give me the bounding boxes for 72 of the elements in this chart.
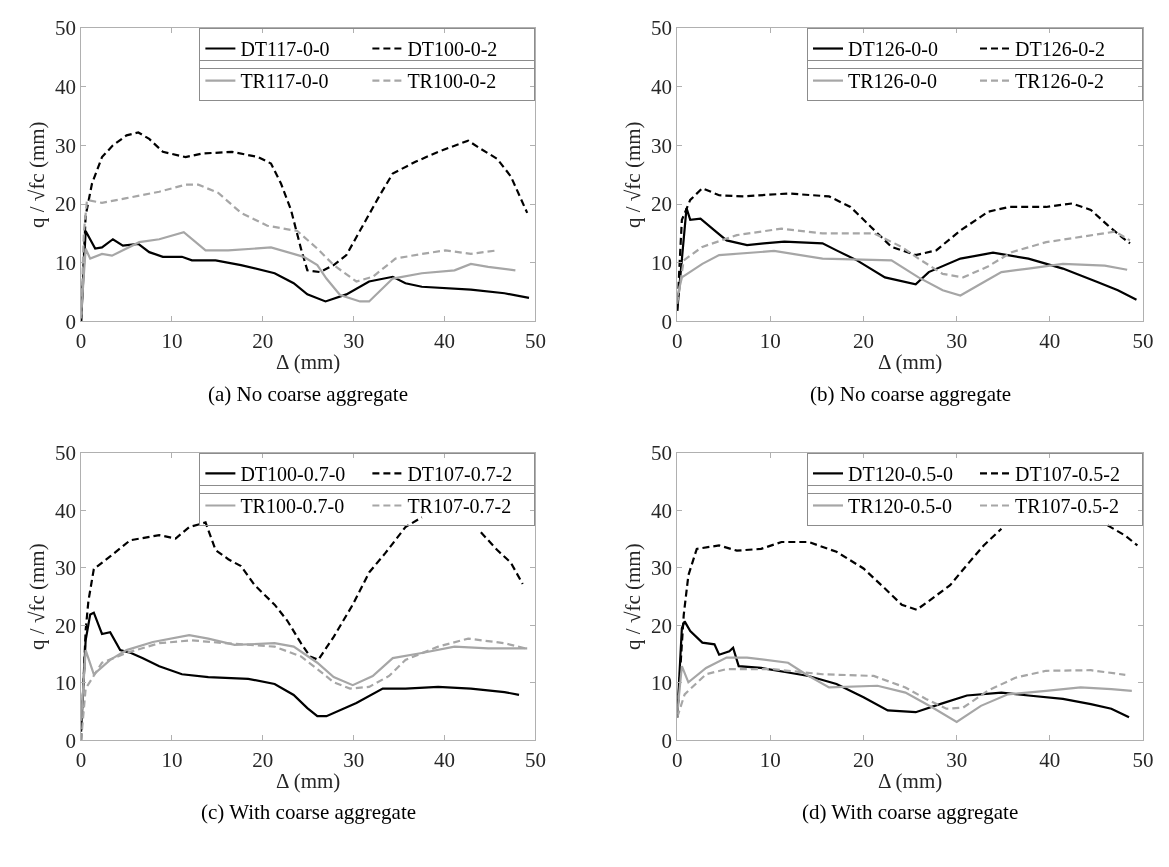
y-tick-label: 10 bbox=[54, 671, 76, 696]
x-tick-label: 50 bbox=[1132, 747, 1154, 772]
legend-label: DT107-0.5-2 bbox=[1015, 463, 1120, 486]
y-tick-label: 10 bbox=[651, 671, 672, 696]
y-tick-label: 30 bbox=[54, 133, 76, 158]
x-tick-label: 20 bbox=[252, 747, 274, 772]
x-tick-label: 40 bbox=[1039, 747, 1061, 772]
x-tick-label: 30 bbox=[946, 747, 968, 772]
text: (b) No coarse aggregate bbox=[810, 382, 1012, 406]
x-axis-title: Δ (mm) bbox=[276, 349, 341, 374]
y-tick-label: 0 bbox=[661, 309, 672, 334]
x-tick-label: 50 bbox=[1132, 328, 1154, 353]
legend-label: DT100-0-2 bbox=[407, 38, 498, 61]
text: (d) With coarse aggregate bbox=[802, 800, 1019, 824]
y-tick-label: 40 bbox=[54, 75, 76, 100]
y-tick-label: 0 bbox=[65, 728, 76, 753]
x-tick-label: 50 bbox=[524, 328, 546, 353]
legend-label: TR100-0-2 bbox=[407, 70, 497, 93]
x-tick-label: 10 bbox=[759, 747, 781, 772]
x-tick-label: 10 bbox=[161, 328, 183, 353]
legend-label: DT126-0-0 bbox=[848, 38, 938, 61]
y-axis-title: q / √fc (mm) bbox=[621, 121, 646, 228]
x-tick-label: 30 bbox=[343, 747, 365, 772]
y-tick-label: 40 bbox=[651, 498, 672, 523]
x-tick-label: 20 bbox=[853, 328, 875, 353]
x-tick-label: 30 bbox=[343, 328, 365, 353]
x-tick-label: 40 bbox=[1039, 328, 1061, 353]
y-tick-label: 20 bbox=[54, 192, 76, 217]
x-tick-label: 20 bbox=[252, 328, 274, 353]
y-tick-label: 30 bbox=[651, 556, 672, 581]
y-tick-label: 0 bbox=[661, 728, 672, 753]
y-axis-title: q / √fc (mm) bbox=[621, 543, 646, 650]
y-tick-label: 20 bbox=[651, 613, 672, 638]
y-axis-title: q / √fc (mm) bbox=[25, 121, 50, 228]
y-tick-label: 50 bbox=[54, 16, 76, 41]
y-tick-label: 20 bbox=[54, 613, 76, 638]
y-tick-label: 20 bbox=[651, 192, 672, 217]
y-tick-label: 30 bbox=[54, 556, 76, 581]
x-tick-label: 30 bbox=[946, 328, 968, 353]
legend-label: DT117-0-0 bbox=[240, 38, 330, 61]
y-tick-label: 30 bbox=[651, 133, 672, 158]
y-tick-label: 10 bbox=[651, 251, 672, 276]
y-tick-label: 10 bbox=[54, 251, 76, 276]
y-tick-label: 40 bbox=[651, 75, 672, 100]
legend-label: TR126-0-0 bbox=[848, 70, 937, 93]
y-axis-title: q / √fc (mm) bbox=[25, 543, 50, 650]
legend-label: TR117-0-0 bbox=[240, 70, 329, 93]
legend-label: TR107-0.5-2 bbox=[1015, 495, 1119, 518]
legend-label: TR126-0-2 bbox=[1015, 70, 1104, 93]
x-tick-label: 40 bbox=[434, 747, 456, 772]
x-tick-label: 10 bbox=[161, 747, 183, 772]
x-axis-title: Δ (mm) bbox=[877, 768, 943, 793]
y-tick-label: 50 bbox=[54, 441, 76, 466]
legend-label: DT107-0.7-2 bbox=[407, 463, 513, 486]
y-tick-label: 50 bbox=[651, 16, 672, 41]
x-tick-label: 20 bbox=[853, 747, 875, 772]
x-tick-label: 40 bbox=[434, 328, 456, 353]
x-axis-title: Δ (mm) bbox=[877, 349, 943, 374]
legend-label: DT120-0.5-0 bbox=[848, 463, 953, 486]
legend-label: TR100-0.7-0 bbox=[240, 495, 345, 518]
x-tick-label: 50 bbox=[524, 747, 546, 772]
x-axis-title: Δ (mm) bbox=[276, 768, 341, 793]
legend-label: TR107-0.7-2 bbox=[407, 495, 512, 518]
legend-label: TR120-0.5-0 bbox=[848, 495, 952, 518]
legend-label: DT126-0-2 bbox=[1015, 38, 1105, 61]
y-tick-label: 40 bbox=[54, 498, 76, 523]
legend-label: DT100-0.7-0 bbox=[240, 463, 346, 486]
text: (a) No coarse aggregate bbox=[208, 382, 408, 406]
x-tick-label: 10 bbox=[759, 328, 781, 353]
y-tick-label: 0 bbox=[65, 309, 76, 334]
y-tick-label: 50 bbox=[651, 441, 672, 466]
text: (c) With coarse aggregate bbox=[201, 800, 417, 824]
